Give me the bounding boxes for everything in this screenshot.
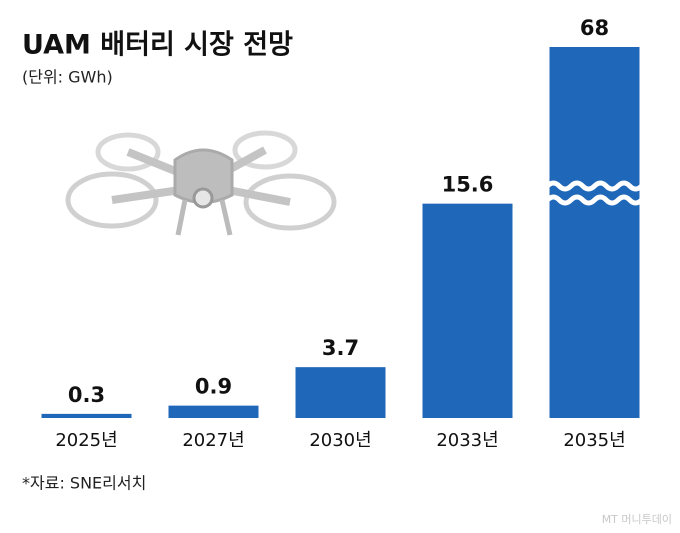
bar — [41, 413, 132, 418]
bar — [168, 405, 259, 418]
value-label: 0.3 — [68, 383, 105, 407]
value-label: 15.6 — [442, 173, 494, 197]
value-label: 3.7 — [322, 336, 359, 360]
x-tick-label: 2033년 — [436, 430, 498, 451]
bar — [295, 367, 386, 418]
bar — [549, 47, 640, 418]
source-note: *자료: SNE리서치 — [22, 474, 146, 493]
value-label: 68 — [580, 16, 609, 40]
bar — [422, 203, 513, 418]
x-tick-label: 2035년 — [563, 430, 625, 451]
plot-area — [41, 47, 640, 418]
axis-break — [545, 194, 644, 206]
watermark: MT 머니투데이 — [602, 513, 672, 526]
drone-illustration — [65, 130, 337, 236]
x-tick-label: 2030년 — [309, 430, 371, 451]
chart-subtitle: (단위: GWh) — [22, 68, 113, 87]
chart-title: UAM 배터리 시장 전망 — [22, 30, 293, 61]
axis-break — [545, 180, 644, 192]
x-tick-label: 2027년 — [182, 430, 244, 451]
value-label: 0.9 — [195, 375, 232, 399]
x-tick-label: 2025년 — [55, 430, 117, 451]
